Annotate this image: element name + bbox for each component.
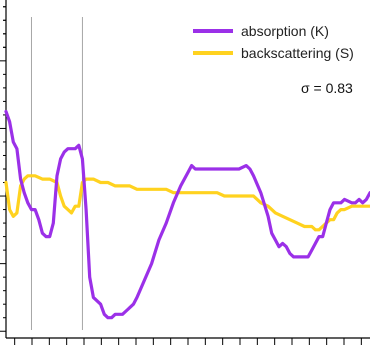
series-layer <box>4 109 370 320</box>
y-ticks <box>0 6 6 332</box>
legend-label-absorption: absorption (K) <box>241 23 329 39</box>
x-ticks <box>14 338 362 345</box>
series-line-absorption <box>4 109 370 320</box>
sigma-annotation: σ = 0.83 <box>301 80 353 96</box>
series-line-backscattering <box>4 174 370 232</box>
legend-label-backscattering: backscattering (S) <box>241 45 354 61</box>
legend: absorption (K) backscattering (S) <box>193 23 354 61</box>
